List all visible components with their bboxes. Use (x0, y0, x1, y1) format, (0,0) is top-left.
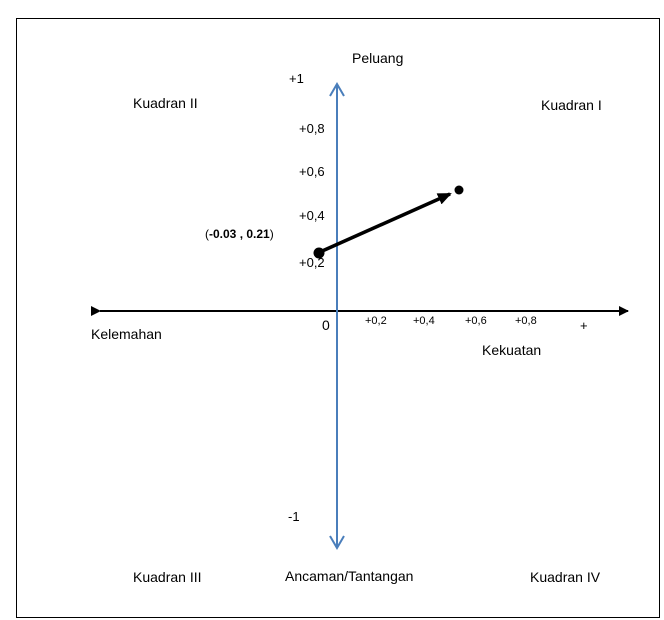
axis-label-ancaman: Ancaman/Tantangan (285, 568, 414, 584)
origin-label: 0 (322, 317, 330, 333)
strategy-vector (319, 192, 452, 254)
quadrant-4-label: Kuadran IV (530, 569, 601, 585)
y-tick-label: +0,2 (299, 255, 325, 270)
axis-label-peluang: Peluang (352, 50, 404, 66)
y-tick-label: +1 (289, 71, 304, 86)
coordinate-point (313, 247, 325, 259)
x-tick-label: +0,8 (515, 315, 537, 327)
quadrant-1-label: Kuadran I (541, 97, 602, 113)
vertical-axis (329, 82, 345, 550)
axis-label-kekuatan: Kekuatan (482, 342, 542, 358)
vector-end-point (454, 185, 464, 195)
x-tick-label: + (580, 318, 588, 333)
y-tick-label: +0,8 (299, 121, 325, 136)
diagram-frame (16, 18, 660, 618)
quadrant-2-label: Kuadran II (133, 95, 198, 111)
y-tick-label: +0,4 (299, 208, 325, 223)
y-tick-label: +0,6 (299, 164, 325, 179)
x-tick-label: +0,2 (365, 315, 387, 327)
axis-label-kelemahan: Kelemahan (91, 326, 162, 342)
quadrant-3-label: Kuadran III (133, 569, 202, 585)
coordinate-label: (-0.03 , 0.21) (205, 227, 274, 241)
x-tick-label: +0,6 (465, 315, 487, 327)
y-tick-label: -1 (288, 509, 300, 524)
x-tick-label: +0,4 (413, 315, 435, 327)
